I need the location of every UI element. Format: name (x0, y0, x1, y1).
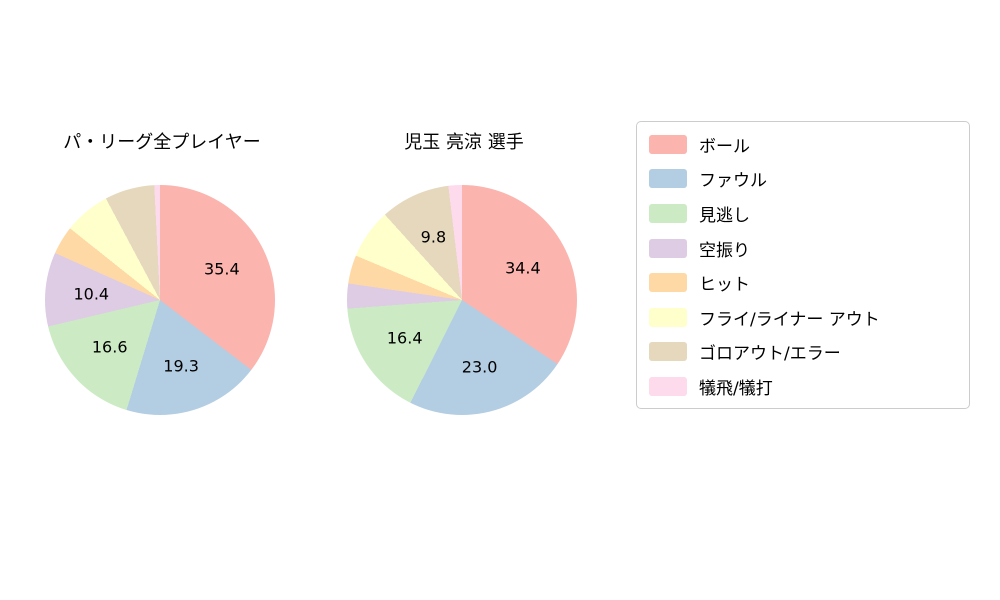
legend-item-label: ゴロアウト/エラー (699, 344, 841, 365)
legend-item: フライ/ライナー アウト (637, 300, 969, 335)
legend: ボールファウル見逃し空振りヒットフライ/ライナー アウト ゴロアウト/エラー 犠飛/… (636, 121, 970, 409)
slice-value-label: 35.4 (204, 259, 240, 279)
slice-value-label: 23.0 (461, 357, 498, 377)
legend-item-label: 見逃し (699, 205, 750, 226)
pie-title-player: 児玉 亮涼 選手 (404, 132, 524, 153)
legend-swatch (649, 307, 687, 327)
legend-swatch (649, 134, 687, 154)
legend-swatch (649, 169, 687, 189)
slice-value-label: 34.4 (505, 258, 541, 278)
slice-value-label: 16.4 (386, 328, 423, 348)
legend-item: 犠飛/犠打 (637, 369, 969, 404)
slice-value-label: 9.8 (420, 227, 447, 247)
legend-item-label: 犠飛/犠打 (699, 378, 773, 399)
legend-item-label: ボール (699, 136, 750, 157)
legend-item-label: 空振り (699, 240, 750, 261)
slice-value-label: 16.6 (91, 337, 128, 357)
pie-chart-player: 34.4 23.0 16.4 9.8 (347, 185, 577, 415)
legend-swatch (649, 203, 687, 223)
legend-item: ファウル (637, 162, 969, 197)
legend-item: ヒット (637, 265, 969, 300)
pie-chart-league: 35.4 19.3 16.6 10.4 (45, 185, 275, 415)
slice-value-label: 19.3 (163, 356, 199, 376)
legend-item-label: ヒット (699, 275, 750, 296)
legend-item: ボール (637, 127, 969, 162)
legend-item: 空振り (637, 231, 969, 266)
legend-swatch (649, 376, 687, 396)
legend-swatch (649, 342, 687, 362)
legend-swatch (649, 238, 687, 258)
legend-item: 見逃し (637, 196, 969, 231)
pie-title-league: パ・リーグ全プレイヤー (63, 132, 261, 153)
legend-swatch (649, 273, 687, 293)
legend-item: ゴロアウト/エラー (637, 335, 969, 370)
slice-value-label: 10.4 (73, 284, 110, 303)
legend-item-label: ファウル (699, 171, 767, 192)
legend-item-label: フライ/ライナー アウト (699, 309, 880, 330)
